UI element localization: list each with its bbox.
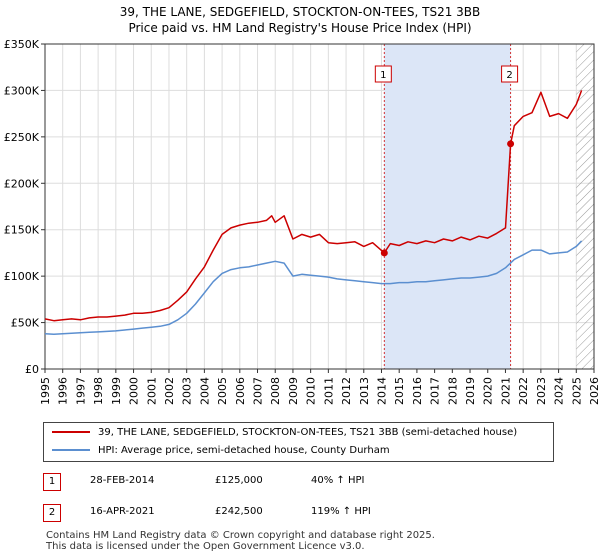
plot-frame	[44, 43, 595, 370]
transaction-number: 2	[43, 504, 61, 522]
x-tick-label: 2023	[535, 377, 548, 405]
chart-title: 39, THE LANE, SEDGEFIELD, STOCKTON-ON-TE…	[0, 4, 600, 36]
y-tick-label: £300K	[4, 84, 40, 97]
transaction-price: £125,000	[215, 475, 263, 486]
y-tick-label: £50K	[11, 317, 40, 330]
x-tick-label: 1995	[39, 377, 52, 405]
y-tick-label: £350K	[4, 38, 40, 51]
x-tick-label: 2006	[234, 377, 247, 405]
legend-item-hpi: HPI: Average price, semi-detached house,…	[52, 443, 390, 459]
title-line-2: Price paid vs. HM Land Registry's House …	[128, 21, 472, 35]
x-tick-label: 2018	[446, 377, 459, 405]
footer-line-1: Contains HM Land Registry data © Crown c…	[46, 530, 435, 541]
footer: Contains HM Land Registry data © Crown c…	[46, 530, 435, 552]
shaded-period	[384, 44, 511, 369]
legend-item-price: 39, THE LANE, SEDGEFIELD, STOCKTON-ON-TE…	[52, 425, 517, 441]
x-tick-label: 2007	[252, 377, 265, 405]
x-tick-label: 1997	[74, 377, 87, 405]
transaction-badge	[501, 65, 519, 83]
footer-line-2: This data is licensed under the Open Gov…	[46, 541, 365, 552]
x-tick-label: 2024	[553, 377, 566, 405]
legend-swatch-price	[52, 431, 90, 433]
transaction-price: £242,500	[215, 506, 263, 517]
x-tick-label: 2000	[128, 377, 141, 405]
y-tick-label: £0	[25, 363, 39, 376]
x-tick-label: 1996	[57, 377, 70, 405]
y-tick-label: £150K	[4, 224, 40, 237]
series-layer	[44, 90, 583, 335]
forecast-hatch	[576, 44, 594, 369]
x-tick-label: 2015	[393, 377, 406, 405]
y-tick-label: £200K	[4, 177, 40, 190]
transaction-hpi-change: 40% ↑ HPI	[311, 475, 365, 486]
transaction-badge-label: 1	[380, 70, 386, 81]
transaction-row: 1 28-FEB-2014 £125,000 40% ↑ HPI	[43, 473, 443, 491]
x-tick-label: 1999	[110, 377, 123, 405]
transaction-row: 2 16-APR-2021 £242,500 119% ↑ HPI	[43, 504, 443, 522]
transaction-badge	[374, 65, 392, 83]
title-line-1: 39, THE LANE, SEDGEFIELD, STOCKTON-ON-TE…	[119, 5, 481, 19]
grid-layer	[44, 43, 595, 370]
transaction-hpi-change: 119% ↑ HPI	[311, 506, 371, 517]
x-tick-label: 2001	[145, 377, 158, 405]
price-paid-line	[44, 90, 583, 322]
x-tick-label: 2008	[269, 377, 282, 405]
transaction-date: 28-FEB-2014	[90, 475, 155, 486]
x-tick-label: 2013	[358, 377, 371, 405]
chart-svg: £0 £50K £100K £150K £200K £250K £300K £350K 1995…	[4, 38, 600, 405]
y-tick-label: £100K	[4, 270, 40, 283]
x-tick-label: 2012	[340, 377, 353, 405]
x-tick-label: 1998	[92, 377, 105, 405]
axes: £0 £50K £100K £150K £200K £250K £300K £350K 1995…	[4, 38, 600, 405]
x-tick-label: 2017	[429, 377, 442, 405]
legend-swatch-hpi	[52, 449, 90, 451]
x-tick-label: 2022	[517, 377, 530, 405]
x-tick-label: 2014	[375, 377, 388, 405]
x-tick-label: 2004	[198, 377, 211, 405]
x-tick-label: 2011	[322, 377, 335, 405]
transaction-point	[507, 140, 515, 148]
x-tick-label: 2019	[464, 377, 477, 405]
transaction-number: 1	[43, 473, 61, 491]
x-tick-label: 2026	[588, 377, 600, 405]
legend: 39, THE LANE, SEDGEFIELD, STOCKTON-ON-TE…	[43, 422, 554, 462]
x-tick-label: 2016	[411, 377, 424, 405]
x-tick-label: 2025	[570, 377, 583, 405]
hpi-line	[44, 240, 583, 335]
x-tick-label: 2010	[305, 377, 318, 405]
y-tick-label: £250K	[4, 131, 40, 144]
transaction-point	[380, 249, 388, 257]
x-tick-label: 2005	[216, 377, 229, 405]
x-tick-label: 2002	[163, 377, 176, 405]
x-tick-label: 2003	[181, 377, 194, 405]
transaction-badge-label: 2	[506, 70, 512, 81]
x-tick-label: 2020	[482, 377, 495, 405]
x-tick-label: 2009	[287, 377, 300, 405]
x-tick-label: 2021	[499, 377, 512, 405]
transaction-date: 16-APR-2021	[90, 506, 155, 517]
legend-label-price: 39, THE LANE, SEDGEFIELD, STOCKTON-ON-TE…	[98, 427, 518, 438]
legend-label-hpi: HPI: Average price, semi-detached house,…	[98, 445, 390, 456]
